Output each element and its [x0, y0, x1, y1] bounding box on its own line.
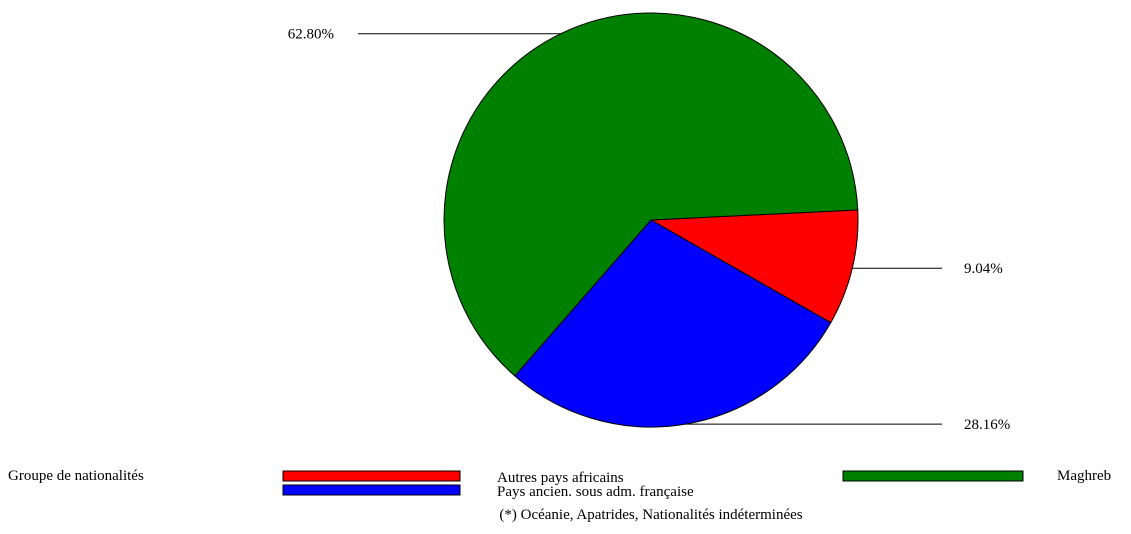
pie-slice-maghreb: [443, 12, 859, 377]
legend-label-maghreb: Maghreb: [1057, 468, 1111, 484]
legend-swatch-maghreb: [842, 470, 1024, 482]
legend-label-autres-pays-africains: Autres pays africains: [497, 470, 624, 486]
legend-swatch-autres-pays-africains: [282, 470, 461, 482]
legend: Groupe de nationalités Autres pays afric…: [8, 468, 1111, 500]
value-label-maghreb: 62.80%: [288, 27, 334, 43]
pie-slice-pays-ancien-sous-adm-francaise: [514, 219, 832, 428]
legend-title: Groupe de nationalités: [8, 468, 144, 484]
value-label-autres-pays-africains: 9.04%: [964, 261, 1003, 277]
footnote: (*) Océanie, Apatrides, Nationalités ind…: [499, 507, 802, 523]
value-label-pays-ancien-sous-adm-francaise: 28.16%: [964, 417, 1010, 433]
legend-swatch-pays-ancien-sous-adm-francaise: [282, 484, 461, 496]
pie-slices: [443, 12, 859, 428]
leader-lines: [358, 33, 942, 425]
value-labels: 9.04% 28.16% 62.80%: [288, 27, 1011, 433]
legend-label-pays-ancien-sous-adm-francaise: Pays ancien. sous adm. française: [497, 484, 694, 500]
